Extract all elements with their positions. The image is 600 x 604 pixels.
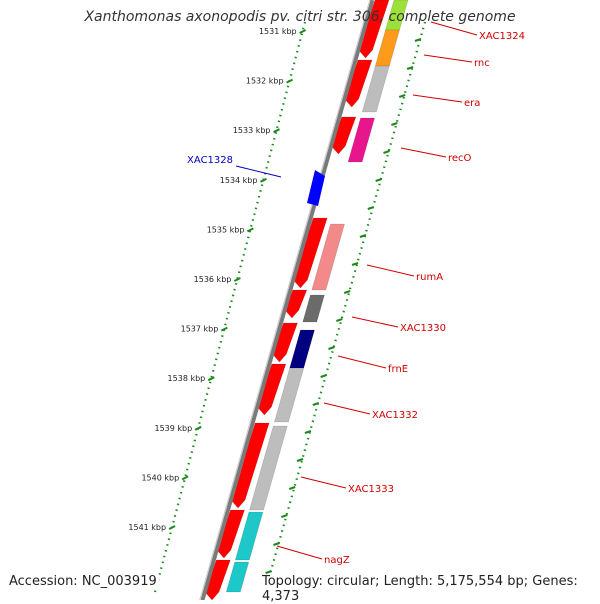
gene-track-block xyxy=(302,294,325,323)
ruler-tick-label: 1534 kbp xyxy=(220,176,258,185)
backbone xyxy=(199,0,375,600)
gene-leader-line xyxy=(400,147,447,158)
outer-tick xyxy=(336,318,343,322)
gene-track-block xyxy=(347,117,375,163)
feature-tracks xyxy=(225,0,409,593)
gene-track-block xyxy=(234,511,264,561)
gene-leader-line xyxy=(235,165,282,178)
outer-tick xyxy=(367,206,375,210)
gene-track-block xyxy=(249,425,288,511)
outer-tick xyxy=(296,458,304,462)
outer-tick xyxy=(406,66,414,70)
ruler-tick-label: 1541 kbp xyxy=(128,523,166,532)
outer-tick xyxy=(359,234,367,238)
backbone-line xyxy=(199,0,375,600)
outer-dotted-line xyxy=(263,21,427,593)
outer-tick xyxy=(288,486,296,490)
outer-tick xyxy=(398,94,406,98)
ruler-dots xyxy=(153,21,427,593)
ruler-ticks: 1531 kbp 1532 kbp 1533 kbp 1534 kbp 1535 kbp… xyxy=(128,27,422,574)
gene-label: rumA xyxy=(416,272,443,283)
outer-tick xyxy=(273,542,280,546)
gene-label: era xyxy=(464,98,480,109)
ruler-tick xyxy=(273,128,280,134)
label-layer: XAC1324 rnc era recO XAC1328 rumA XAC1330 frnE X… xyxy=(187,21,525,566)
cds-layer xyxy=(204,0,390,600)
ruler-dotted-line xyxy=(153,21,307,593)
ruler-tick xyxy=(207,376,215,382)
outer-tick xyxy=(343,290,351,294)
ruler-tick-label: 1537 kbp xyxy=(181,325,219,334)
gene-leader-line xyxy=(300,476,347,489)
gene-leader-line xyxy=(276,545,323,560)
gene-leader-line xyxy=(323,402,371,415)
ruler-tick xyxy=(260,177,267,183)
gene-label: XAC1332 xyxy=(372,410,418,421)
gene-track-block xyxy=(289,329,315,369)
ruler-tick xyxy=(194,425,202,431)
ruler-tick xyxy=(181,475,189,481)
gene-leader-line xyxy=(423,54,473,63)
outer-tick xyxy=(328,346,335,350)
gene-track-block xyxy=(225,561,250,593)
ruler-tick-label: 1538 kbp xyxy=(168,374,206,383)
ruler-tick-label: 1531 kbp xyxy=(259,27,297,36)
outer-tick xyxy=(320,374,327,378)
outer-tick xyxy=(312,402,320,406)
ruler-tick-label: 1540 kbp xyxy=(141,473,179,482)
gene-label: XAC1330 xyxy=(400,323,446,334)
gene-leader-line xyxy=(337,355,387,369)
gene-label: recO xyxy=(448,153,472,164)
gene-leader-line xyxy=(351,316,399,328)
ruler-tick-label: 1535 kbp xyxy=(207,225,245,234)
gene-track-block xyxy=(274,367,305,423)
accession-label: Accession: NC_003919 xyxy=(7,574,159,589)
outer-tick xyxy=(391,122,398,126)
ruler-tick-label: 1539 kbp xyxy=(155,424,193,433)
gene-leader-line xyxy=(412,94,463,103)
ruler-tick xyxy=(168,525,176,530)
outer-tick xyxy=(414,38,422,42)
ruler-tick xyxy=(220,326,228,332)
map-title: Xanthomonas axonopodis pv. citri str. 30… xyxy=(84,9,516,25)
reverse-gene-feature xyxy=(307,170,325,206)
gene-track-block xyxy=(374,29,400,67)
gene-leader-line xyxy=(366,264,415,277)
ruler-tick-label: 1536 kbp xyxy=(194,275,232,284)
outer-tick xyxy=(375,178,382,182)
ruler-tick-label: 1533 kbp xyxy=(233,126,271,135)
gene-track-block xyxy=(361,65,390,113)
gene-label: XAC1328 xyxy=(187,155,233,166)
gene-label: nagZ xyxy=(324,555,350,566)
gene-leader-line xyxy=(430,21,478,36)
ruler-tick xyxy=(233,277,241,282)
outer-tick xyxy=(351,262,359,266)
ruler-tick xyxy=(286,78,294,84)
gene-track-block xyxy=(311,223,345,291)
outer-tick xyxy=(265,570,272,574)
ruler-tick xyxy=(246,227,254,233)
backbone-highlight xyxy=(199,0,371,600)
outer-tick xyxy=(383,150,390,154)
outer-tick xyxy=(304,430,312,434)
ruler-tick-label: 1532 kbp xyxy=(246,77,284,86)
gene-label: frnE xyxy=(388,364,408,375)
gene-label: rnc xyxy=(474,58,490,69)
outer-tick xyxy=(281,514,288,518)
ruler-tick xyxy=(299,29,307,34)
gene-label: XAC1324 xyxy=(479,31,525,42)
gene-label: XAC1333 xyxy=(348,484,394,495)
